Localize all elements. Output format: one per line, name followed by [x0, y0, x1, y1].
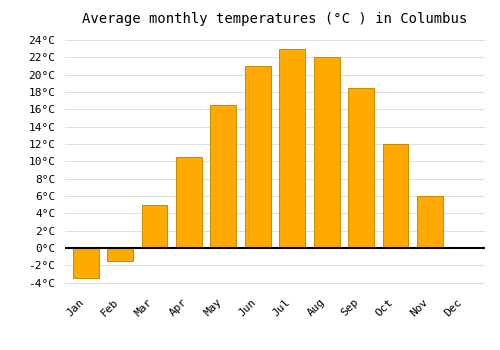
Bar: [280, 49, 305, 248]
Bar: [107, 248, 133, 261]
Bar: [176, 157, 202, 248]
Bar: [382, 144, 408, 248]
Bar: [348, 88, 374, 248]
Bar: [417, 196, 443, 248]
Title: Average monthly temperatures (°C ) in Columbus: Average monthly temperatures (°C ) in Co…: [82, 12, 468, 26]
Bar: [142, 205, 168, 248]
Bar: [72, 248, 99, 278]
Bar: [210, 105, 236, 248]
Bar: [245, 66, 270, 248]
Bar: [314, 57, 340, 248]
